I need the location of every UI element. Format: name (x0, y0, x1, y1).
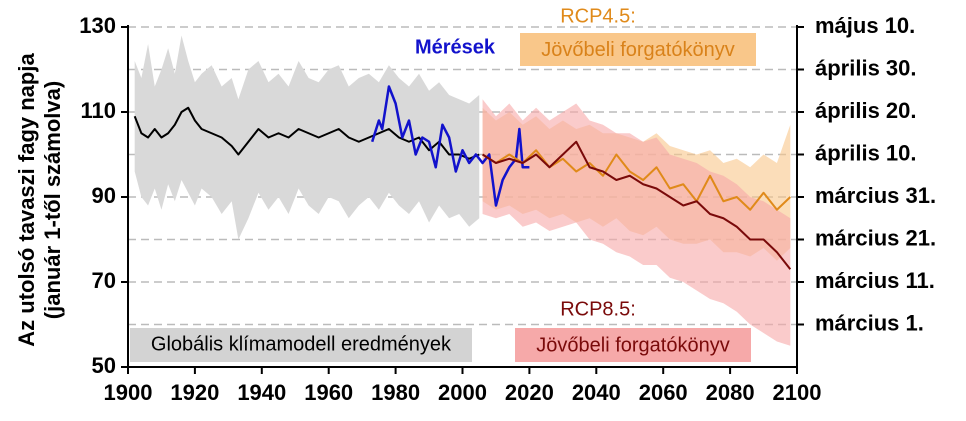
y2-tick-label: március 21. (815, 225, 936, 250)
x-tick-label: 1960 (304, 380, 353, 405)
x-tick-label: 1920 (170, 380, 219, 405)
x-tick-label: 1900 (104, 380, 153, 405)
y-axis-label: Az utolsó tavaszi fagy napja (14, 53, 39, 347)
series-label: RCP8.5: (560, 298, 636, 320)
range-band (134, 35, 480, 240)
x-tick-label: 2100 (773, 380, 822, 405)
x-tick-label: 1980 (371, 380, 420, 405)
x-tick-label: 2020 (505, 380, 554, 405)
y2-tick-label: április 20. (815, 98, 917, 123)
x-tick-label: 2000 (438, 380, 487, 405)
y2-tick-label: április 30. (815, 55, 917, 80)
y2-tick-label: március 1. (815, 310, 924, 335)
series-line (482, 140, 792, 270)
y-tick-label: 130 (79, 13, 116, 38)
y-tick-label: 110 (81, 98, 117, 123)
x-tick-label: 2080 (706, 380, 755, 405)
series-line (370, 85, 530, 207)
series-line (133, 106, 480, 160)
y2-tick-label: március 31. (815, 183, 936, 208)
y-tick-label: 70 (92, 268, 116, 293)
label-box (520, 33, 756, 66)
y-tick-label: 50 (92, 353, 116, 378)
series-subtitle: Jövőbeli forgatókönyv (536, 334, 729, 356)
x-tick-label: 2040 (572, 380, 621, 405)
series-subtitle: Jövőbeli forgatókönyv (541, 39, 734, 61)
range-band (482, 99, 791, 346)
series-label: RCP4.5: (560, 5, 636, 27)
series-label: Globális klímamodell eredmények (151, 333, 452, 355)
y2-tick-label: március 11. (815, 268, 935, 293)
label-box (130, 328, 472, 362)
x-tick-label: 2060 (639, 380, 688, 405)
y-axis-label: (január 1-től számolva) (40, 81, 65, 319)
label-box (515, 328, 751, 362)
y2-tick-label: május 10. (815, 13, 915, 38)
series-line (482, 149, 791, 211)
series-label: Mérések (415, 36, 496, 58)
x-tick-label: 1940 (237, 380, 286, 405)
y-tick-label: 90 (92, 183, 116, 208)
y2-tick-label: április 10. (815, 140, 917, 165)
